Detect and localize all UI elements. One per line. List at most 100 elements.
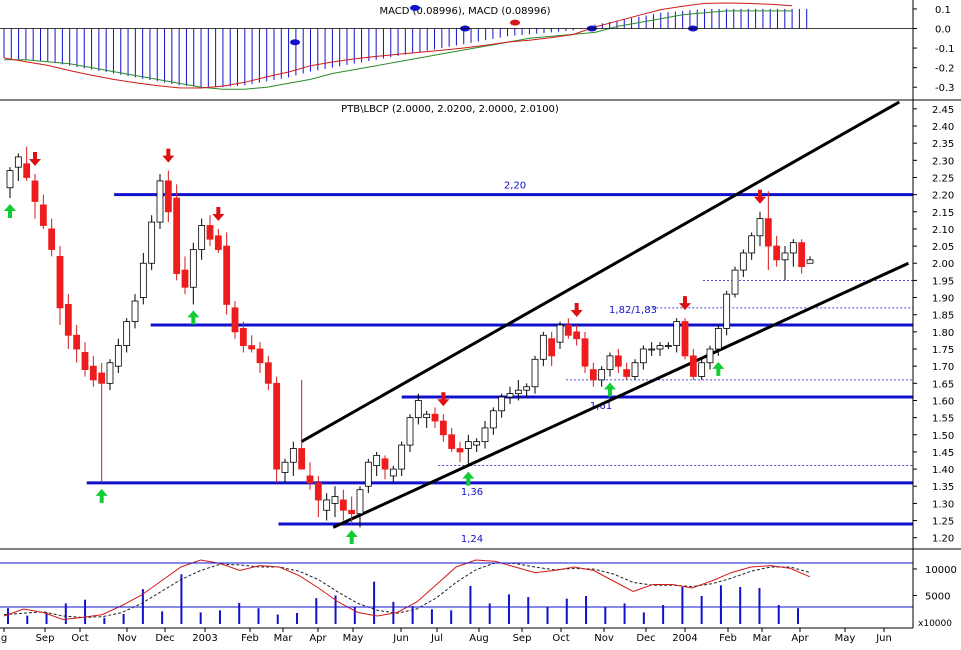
- signal-arrows: [4, 148, 766, 544]
- x-axis-label: Mar: [274, 633, 294, 644]
- price-tick-label: 2.30: [932, 156, 954, 167]
- price-tick-label: 1.65: [932, 379, 954, 390]
- price-tick-label: 2.35: [932, 139, 954, 150]
- volume-unit-label: x10000: [918, 619, 952, 629]
- price-tick-label: 1.75: [932, 345, 954, 356]
- candle-body: [364, 461, 372, 487]
- x-axis-label: Nov: [117, 633, 137, 644]
- volume-panel: 10000 5000 x10000: [0, 559, 957, 629]
- candle-body: [623, 369, 631, 377]
- candle-body: [456, 448, 464, 453]
- candle-body: [123, 321, 131, 346]
- trend-channel: [300, 100, 910, 529]
- candle-body: [656, 345, 664, 350]
- candle-body: [639, 348, 647, 364]
- candle-body: [673, 321, 681, 346]
- candle-body: [31, 180, 39, 202]
- macd-crossover-marker: [410, 4, 420, 11]
- x-axis-label: Jun: [875, 633, 892, 644]
- candle-body: [781, 252, 789, 261]
- candle-body: [564, 324, 572, 336]
- price-tick-label: 2.10: [932, 225, 954, 236]
- buy-arrow-icon: [604, 382, 616, 397]
- candle-body: [506, 393, 514, 398]
- candle-body: [298, 448, 306, 470]
- volume-tick-label: 5000: [925, 591, 950, 602]
- price-tick-label: 1.25: [932, 517, 954, 528]
- candle-body: [756, 218, 764, 237]
- candle-body: [373, 454, 381, 467]
- macd-title: MACD (0.08996), MACD (0.08996): [380, 6, 551, 17]
- buy-arrow-icon: [4, 204, 16, 219]
- price-tick-label: 1.45: [932, 448, 954, 459]
- x-axis-label: Oct: [71, 633, 88, 644]
- candle-body: [6, 170, 14, 189]
- candle-body: [348, 509, 356, 515]
- candle-body: [48, 228, 56, 250]
- macd-line: [3, 2, 793, 89]
- x-axis-label: Sep: [513, 633, 532, 644]
- candle-body: [23, 163, 31, 178]
- macd-histogram: [3, 8, 808, 88]
- sell-arrow-icon: [29, 152, 41, 167]
- price-tick-label: 2.40: [932, 122, 954, 133]
- candle-body: [539, 334, 547, 360]
- price-panel: PTB\LBCP (2.0000, 2.0200, 2.0000, 2.0100…: [4, 100, 954, 545]
- candle-body: [556, 324, 564, 343]
- volume-y-axis-ticks: 10000 5000: [0, 562, 957, 608]
- candle-body: [239, 328, 247, 346]
- sell-arrow-icon: [162, 148, 175, 163]
- candle-body: [256, 348, 264, 364]
- candle-body: [731, 269, 739, 295]
- x-axis-label: g: [1, 633, 7, 644]
- price-tick-label: 1.50: [932, 431, 954, 442]
- sell-arrow-icon: [437, 392, 450, 407]
- candle-body: [214, 235, 222, 250]
- macd-tick-label: 0.0: [935, 24, 951, 35]
- price-tick-label: 1.85: [932, 311, 954, 322]
- price-tick-label: 1.70: [932, 362, 954, 373]
- candle-body: [764, 218, 772, 247]
- candle-body: [198, 225, 206, 250]
- price-tick-label: 2.45: [932, 105, 954, 116]
- candle-body: [498, 396, 506, 412]
- candle-body: [414, 400, 422, 419]
- x-axis-label: Dec: [155, 633, 174, 644]
- candle-body: [231, 307, 239, 333]
- candle-body: [223, 245, 231, 305]
- candle-body: [431, 413, 439, 422]
- candle-body: [264, 362, 272, 384]
- candle-body: [56, 255, 64, 309]
- candle-body: [606, 355, 614, 370]
- x-axis-label: 2004: [672, 633, 697, 644]
- price-y-axis-ticks: 2.45 2.40 2.35 2.30 2.25 2.20 2.15 2.10 2.05 2.00…: [913, 105, 954, 545]
- minor-support-lines: [438, 279, 913, 467]
- candle-body: [164, 180, 172, 213]
- x-axis-label: Jul: [430, 633, 443, 644]
- x-axis-label: Jun: [392, 633, 409, 644]
- candle-body: [481, 427, 489, 443]
- x-axis-label: Sep: [36, 633, 55, 644]
- candle-body: [323, 499, 331, 511]
- x-axis-label: 2003: [192, 633, 217, 644]
- support-line-label: 1,61: [590, 401, 612, 412]
- price-tick-label: 1.30: [932, 499, 954, 510]
- candle-body: [39, 204, 47, 226]
- candle-body: [681, 321, 689, 357]
- candle-body: [206, 225, 214, 240]
- price-title: PTB\LBCP (2.0000, 2.0200, 2.0000, 2.0100…: [341, 104, 559, 115]
- candle-body: [81, 352, 89, 371]
- price-tick-label: 1.80: [932, 328, 954, 339]
- candle-body: [689, 355, 697, 377]
- macd-y-axis-ticks: 0.1 0.0 -0.1 -0.2 -0.3: [0, 5, 955, 94]
- x-axis-label: Apr: [309, 633, 327, 644]
- candle-body: [181, 269, 189, 288]
- x-axis-label: Nov: [594, 633, 614, 644]
- volume-tick-label: 10000: [925, 565, 957, 576]
- candle-body: [64, 304, 72, 336]
- price-tick-label: 1.60: [932, 396, 954, 407]
- x-axis-label: May: [343, 633, 364, 644]
